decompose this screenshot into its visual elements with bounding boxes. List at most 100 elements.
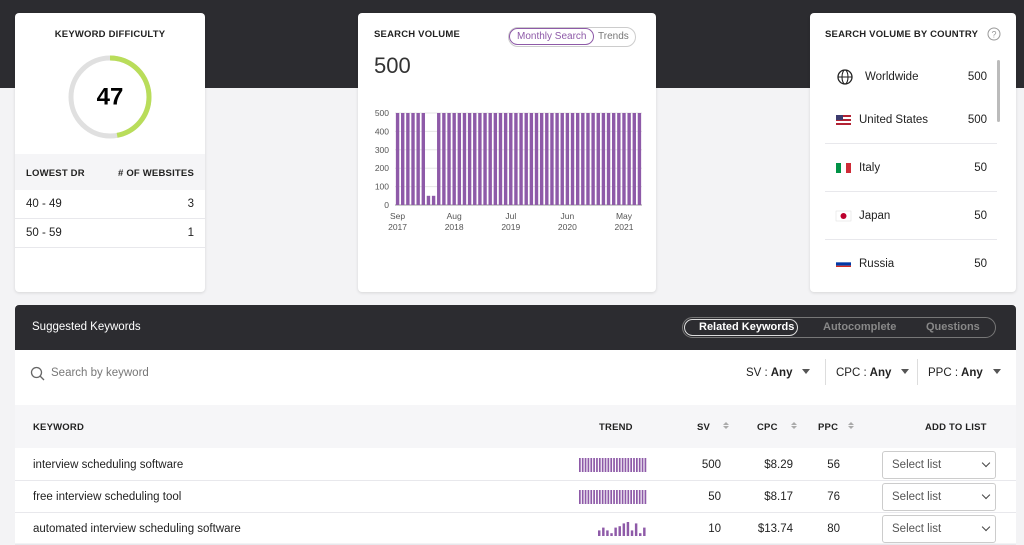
bar xyxy=(627,113,631,205)
trend-bar xyxy=(601,490,604,504)
bar xyxy=(421,113,426,205)
y-tick-label: 0 xyxy=(384,200,389,210)
bar xyxy=(401,113,405,205)
tab[interactable]: Monthly Search xyxy=(509,28,595,45)
country-name: Russia xyxy=(859,258,895,267)
trend-bar xyxy=(609,458,612,472)
bar xyxy=(488,113,492,205)
trend-bar xyxy=(584,458,587,472)
bar xyxy=(519,113,523,205)
country-volume: 50 xyxy=(974,258,987,267)
country-icon xyxy=(837,69,853,85)
search-input[interactable]: Search by keyword xyxy=(51,367,149,379)
table-header xyxy=(15,405,1016,448)
donut: 47 xyxy=(68,55,152,139)
filter-label: CPC : xyxy=(836,367,867,379)
filter[interactable]: SV : Any xyxy=(746,367,811,379)
table-header xyxy=(15,154,205,190)
bar xyxy=(416,113,420,205)
bar xyxy=(565,113,570,205)
x-tick-label: Aug 2018 xyxy=(444,211,464,232)
count: 3 xyxy=(187,198,194,210)
select-list[interactable]: Select list xyxy=(882,515,996,543)
bar xyxy=(555,113,559,205)
trend-bar xyxy=(597,530,601,536)
sort-icon xyxy=(723,419,729,425)
country-icon xyxy=(836,259,851,267)
tab[interactable]: Autocomplete xyxy=(823,321,897,333)
bar xyxy=(581,113,585,205)
scrollbar[interactable] xyxy=(997,60,1000,122)
dropdown-caret xyxy=(981,458,991,468)
bar xyxy=(545,113,549,205)
x-tick-label: Sep 2017 xyxy=(388,211,408,232)
column-header: LOWEST DR xyxy=(26,168,85,179)
y-tick-label: 100 xyxy=(375,182,389,192)
flag xyxy=(840,213,847,219)
sort-icon xyxy=(848,426,854,432)
cpc: $8.17 xyxy=(764,491,793,503)
filter-value: Any xyxy=(869,367,892,379)
trend-bar xyxy=(578,458,581,472)
trend-bar xyxy=(615,490,618,504)
country-icon xyxy=(835,210,852,222)
trend-bar xyxy=(644,490,646,504)
chart: 0 100 200 300 400 500 xyxy=(375,108,642,210)
filter-value: Any xyxy=(961,367,983,379)
country-row: Italy 50 xyxy=(825,144,997,192)
volume-card: SEARCH VOLUME Monthly Search Trends 500 … xyxy=(358,13,656,292)
filter[interactable]: CPC : Any xyxy=(836,367,910,379)
trend-bar xyxy=(627,490,629,504)
trend-bar xyxy=(598,490,601,504)
bar xyxy=(457,113,462,205)
card-title: SEARCH VOLUME xyxy=(374,29,460,40)
trend-bar xyxy=(638,458,641,472)
tab[interactable]: Trends xyxy=(598,31,629,42)
trend-bar xyxy=(601,458,604,472)
divider xyxy=(917,359,918,385)
svg-text:?: ? xyxy=(991,30,996,40)
help-icon[interactable]: ? xyxy=(987,27,1001,41)
filter[interactable]: PPC : Any xyxy=(928,367,1001,379)
y-tick-label: 500 xyxy=(375,108,389,118)
trend-bar xyxy=(624,458,626,472)
flag xyxy=(836,115,843,120)
total-volume: 500 xyxy=(374,53,411,78)
column-header: TREND xyxy=(599,422,633,433)
column-header: ADD TO LIST xyxy=(925,422,987,433)
trend-bar xyxy=(612,458,615,472)
flag xyxy=(836,123,851,125)
tab[interactable]: Related Keywords xyxy=(699,321,795,333)
bar xyxy=(575,113,580,205)
cpc: $13.74 xyxy=(757,523,793,535)
select-list[interactable]: Select list xyxy=(882,451,996,479)
bar xyxy=(467,113,472,205)
country-name: United States xyxy=(859,114,929,126)
select-list[interactable]: Select list xyxy=(882,483,996,511)
bar xyxy=(426,195,431,205)
column-header: CPC xyxy=(757,422,778,433)
flag xyxy=(836,119,851,121)
bar xyxy=(591,113,595,205)
keyword-row: interview scheduling software 500 $8.29 56 S… xyxy=(15,449,1016,481)
trend-bar xyxy=(592,490,595,504)
x-tick-label: Jun 2020 xyxy=(557,211,577,232)
trend-bar xyxy=(581,490,584,504)
bar xyxy=(596,113,600,205)
trend-bar xyxy=(601,527,605,536)
sv: 10 xyxy=(708,523,721,535)
trend-bar xyxy=(635,490,638,504)
country-card: SEARCH VOLUME BY COUNTRY ? Worldwide 500 U… xyxy=(810,13,1016,292)
keyword-row: free interview scheduling tool 50 $8.17 76 S… xyxy=(15,481,1016,513)
tab-group xyxy=(508,27,636,47)
trend-bar xyxy=(598,458,601,472)
bar xyxy=(539,113,544,205)
country-name: Worldwide xyxy=(865,71,919,83)
trend-bar xyxy=(589,490,592,504)
tab[interactable]: Questions xyxy=(926,321,980,333)
trend-bar xyxy=(578,490,581,504)
country-volume: 500 xyxy=(967,71,987,83)
bar xyxy=(447,113,451,205)
divider xyxy=(825,359,826,385)
